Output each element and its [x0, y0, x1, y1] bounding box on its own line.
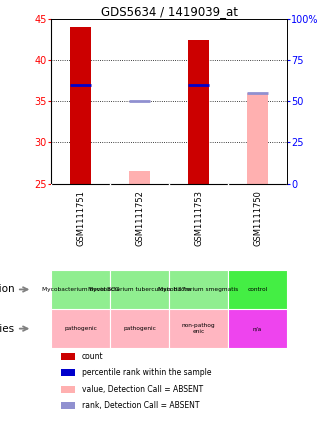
Text: infection: infection: [0, 284, 15, 294]
Bar: [110, 309, 169, 348]
Title: GDS5634 / 1419039_at: GDS5634 / 1419039_at: [101, 5, 238, 18]
Bar: [61, 353, 75, 360]
Text: pathogenic: pathogenic: [64, 326, 97, 331]
Text: GSM1111752: GSM1111752: [135, 190, 144, 245]
Bar: [188, 40, 209, 184]
Text: percentile rank within the sample: percentile rank within the sample: [82, 368, 211, 377]
Bar: [169, 270, 228, 309]
Text: rank, Detection Call = ABSENT: rank, Detection Call = ABSENT: [82, 401, 199, 410]
Bar: [51, 309, 110, 348]
Text: Mycobacterium smegmatis: Mycobacterium smegmatis: [158, 287, 239, 292]
Text: GSM1111750: GSM1111750: [253, 190, 262, 245]
Text: species: species: [0, 324, 15, 334]
Text: control: control: [248, 287, 268, 292]
Text: GSM1111751: GSM1111751: [76, 190, 85, 245]
Bar: [61, 369, 75, 376]
Bar: [61, 386, 75, 393]
Bar: [247, 93, 268, 184]
Text: Mycobacterium tuberculosis H37ra: Mycobacterium tuberculosis H37ra: [88, 287, 191, 292]
Bar: [228, 309, 287, 348]
Text: value, Detection Call = ABSENT: value, Detection Call = ABSENT: [82, 385, 203, 394]
Bar: [129, 171, 150, 184]
Bar: [51, 270, 110, 309]
Bar: [169, 309, 228, 348]
Text: GSM1111753: GSM1111753: [194, 190, 203, 246]
Bar: [61, 402, 75, 409]
Bar: [70, 27, 91, 184]
Bar: [110, 270, 169, 309]
Text: non-pathog
enic: non-pathog enic: [182, 323, 215, 334]
Bar: [228, 270, 287, 309]
Text: pathogenic: pathogenic: [123, 326, 156, 331]
Text: Mycobacterium bovis BCG: Mycobacterium bovis BCG: [42, 287, 119, 292]
Text: n/a: n/a: [253, 326, 262, 331]
Text: count: count: [82, 352, 103, 361]
